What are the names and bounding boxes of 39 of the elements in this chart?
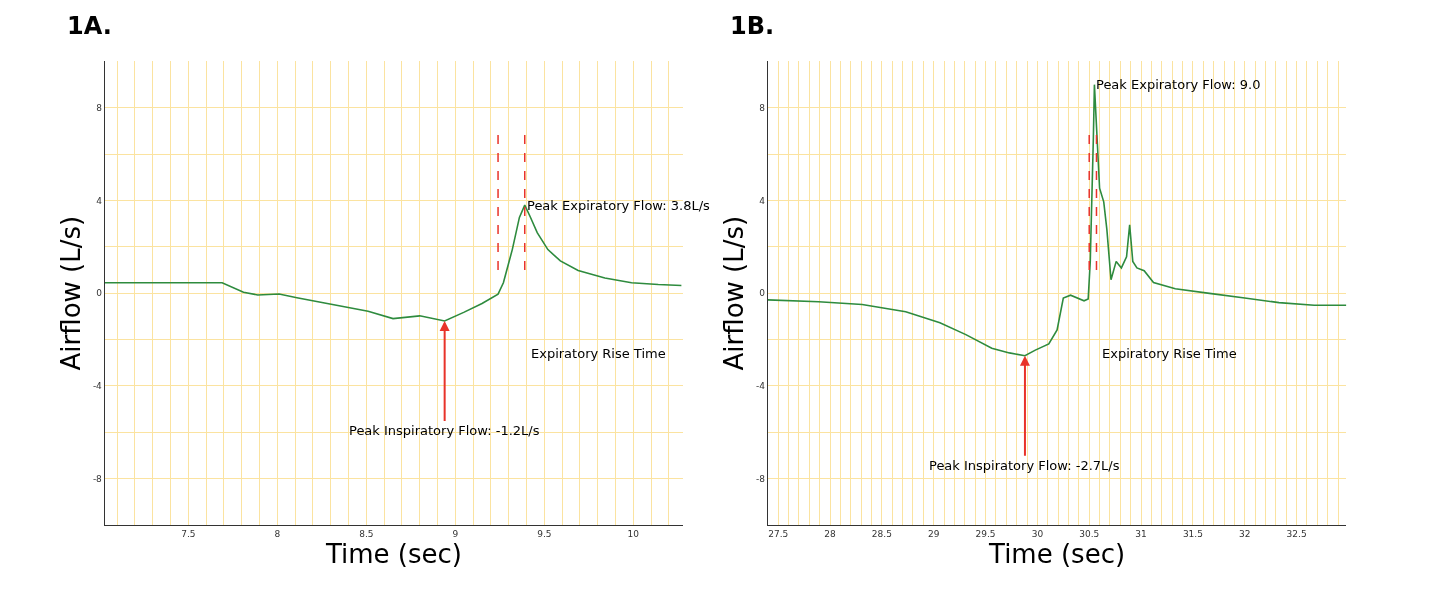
chart-title: 1B. — [730, 12, 775, 40]
x-tick-label: 30 — [1031, 528, 1044, 539]
x-tick-label: 31.5 — [1182, 528, 1203, 539]
annotation: Peak Expiratory Flow: 3.8L/s — [527, 198, 711, 213]
x-tick-label: 8.5 — [359, 528, 374, 539]
y-tick-label: -8 — [756, 473, 766, 484]
y-tick-label: 0 — [96, 288, 103, 299]
x-tick-label: 28.5 — [871, 528, 892, 539]
x-tick-label: 30.5 — [1079, 528, 1100, 539]
x-tick-label: 7.5 — [181, 528, 196, 539]
annotation: Expiratory Rise Time — [1102, 346, 1237, 361]
x-tick-label: 29 — [927, 528, 940, 539]
y-tick-label: 4 — [759, 195, 766, 206]
chart-title: 1A. — [67, 12, 112, 40]
annotation: Expiratory Rise Time — [531, 346, 666, 361]
x-tick-label: 27.5 — [768, 528, 789, 539]
x-tick-label: 9 — [452, 528, 459, 539]
x-axis-title: Time (sec) — [988, 538, 1126, 569]
y-tick-label: -4 — [756, 380, 766, 391]
x-tick-label: 32 — [1239, 528, 1251, 539]
annotation: Peak Inspiratory Flow: -1.2L/s — [349, 423, 540, 438]
x-tick-label: 9.5 — [537, 528, 552, 539]
y-tick-label: 4 — [96, 195, 103, 206]
annotation: Peak Expiratory Flow: 9.0 — [1096, 77, 1261, 92]
y-tick-label: 0 — [759, 288, 766, 299]
x-tick-label: 28 — [824, 528, 837, 539]
x-tick-label: 32.5 — [1286, 528, 1307, 539]
x-tick-label: 31 — [1135, 528, 1147, 539]
y-tick-label: -8 — [92, 473, 103, 484]
y-axis-title: Airflow (L/s) — [56, 215, 87, 371]
y-tick-label: 8 — [96, 102, 103, 113]
y-axis-title: Airflow (L/s) — [719, 215, 750, 371]
x-tick-label: 10 — [627, 528, 640, 539]
x-tick-label: 8 — [274, 528, 281, 539]
annotation: Peak Inspiratory Flow: -2.7L/s — [929, 458, 1120, 473]
y-tick-label: 8 — [759, 102, 766, 113]
x-tick-label: 29.5 — [975, 528, 996, 539]
x-axis-title: Time (sec) — [324, 538, 462, 569]
y-tick-label: -4 — [92, 380, 103, 391]
